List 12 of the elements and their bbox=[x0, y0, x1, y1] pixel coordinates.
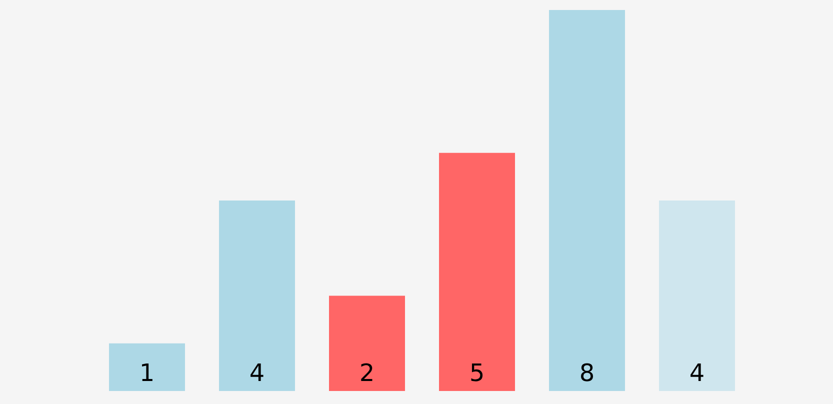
data-label: 4 bbox=[689, 359, 705, 387]
bar bbox=[329, 296, 405, 391]
data-label: 2 bbox=[359, 359, 375, 387]
bar bbox=[439, 152, 515, 391]
bar bbox=[659, 200, 735, 391]
bar bbox=[109, 343, 185, 391]
bar bbox=[219, 200, 295, 391]
data-label: 5 bbox=[469, 359, 485, 387]
data-label: 8 bbox=[579, 359, 595, 387]
bar bbox=[549, 10, 625, 391]
data-label: 4 bbox=[249, 359, 265, 387]
data-label: 1 bbox=[139, 359, 155, 387]
